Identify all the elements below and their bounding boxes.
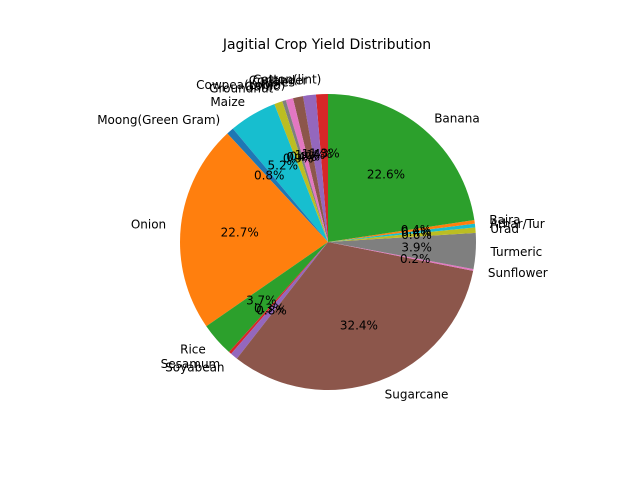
slice-label-sesamum: Sesamum: [161, 357, 221, 371]
slice-label-cotton-lint: Cotton(lint): [253, 72, 321, 86]
slice-label-urad: Urad: [490, 222, 519, 236]
pie-slice-chillies: [292, 96, 328, 242]
slice-label-maize: Maize: [210, 95, 245, 109]
slice-percent-chillies: 1.1%: [295, 148, 326, 162]
slice-percent-onion: 22.7%: [221, 225, 259, 239]
slice-percent-rice: 3.7%: [246, 294, 277, 308]
pie-slices: [180, 93, 476, 390]
pie-slice-sesamum: [229, 242, 328, 354]
pie-slice-soyabean: [231, 242, 328, 359]
slice-percent-garlic: 0.4%: [286, 150, 317, 164]
slice-percent-maize: 5.2%: [268, 159, 299, 173]
slice-label-soyabean: Soyabean: [165, 361, 224, 375]
pie-slice-banana: [328, 94, 475, 242]
slice-percent-sugarcane: 32.4%: [340, 318, 378, 332]
slice-label-bajra: Bajra: [489, 213, 520, 227]
pie-slice-cotton-lint: [315, 93, 328, 242]
slice-percent-coriander: 1.4%: [302, 147, 333, 161]
slice-label-garlic: Garlic: [245, 80, 280, 94]
slice-label-chillies: Chillies: [252, 76, 295, 90]
slice-percent-moong-green-gram: 0.8%: [254, 168, 285, 182]
pie-slice-turmeric: [328, 232, 476, 270]
slice-percent-urad: 0.6%: [401, 228, 432, 242]
pie-slice-bajra: [328, 219, 475, 242]
pie-slice-sunflower: [328, 242, 474, 271]
slice-label-sunflower: Sunflower: [488, 266, 548, 280]
slice-percent-turmeric: 3.9%: [401, 240, 432, 254]
slice-label-moong-green-gram: Moong(Green Gram): [97, 113, 220, 127]
slice-percent-arhar-tur: 0.4%: [401, 225, 432, 239]
pie-slice-rice: [206, 242, 328, 353]
pie-slice-onion: [180, 133, 328, 327]
slice-label-turmeric: Turmeric: [489, 245, 542, 259]
slice-percent-sunflower: 0.2%: [400, 252, 431, 266]
slice-percent-banana: 22.6%: [367, 168, 405, 182]
slice-label-banana: Banana: [434, 112, 480, 126]
slice-percent-groundnut: 0.9%: [283, 151, 314, 165]
slice-label-onion: Onion: [131, 217, 166, 231]
pie-slice-cowpea-lobia: [285, 98, 328, 243]
slice-label-arhar-tur: Arhar/Tur: [490, 217, 545, 231]
slice-percent-sesamum: 0.3%: [254, 302, 285, 316]
pie-slice-arhar-tur: [328, 223, 476, 242]
pie-slice-maize: [232, 104, 328, 242]
pie-slice-coriander: [302, 94, 328, 243]
slice-percent-bajra: 0.4%: [401, 223, 432, 237]
slice-label-rice: Rice: [180, 343, 206, 357]
pie-slice-moong-green-gram: [227, 128, 328, 242]
slice-label-groundnut: Groundnut: [209, 82, 273, 96]
slice-label-cowpea-lobia: Cowpea(Lobia): [196, 78, 285, 92]
slice-percent-soyabean: 0.8%: [256, 304, 287, 318]
slice-percent-labels: 1.3%1.4%1.1%0.8%0.4%0.9%5.2%0.8%22.7%3.7…: [221, 146, 432, 332]
pie-slice-urad: [328, 227, 476, 242]
pie-slice-groundnut: [274, 101, 328, 242]
slice-label-sugarcane: Sugarcane: [385, 388, 449, 402]
pie-slice-garlic: [282, 100, 328, 243]
slice-labels: Cotton(lint)CorianderChilliesCowpea(Lobi…: [97, 72, 548, 401]
slice-label-coriander: Coriander: [249, 73, 308, 87]
chart-title: Jagitial Crop Yield Distribution: [222, 37, 431, 53]
pie-slice-sugarcane: [236, 242, 474, 390]
slice-percent-cowpea-lobia: 0.8%: [290, 149, 321, 163]
slice-percent-cotton-lint: 1.3%: [309, 146, 340, 160]
